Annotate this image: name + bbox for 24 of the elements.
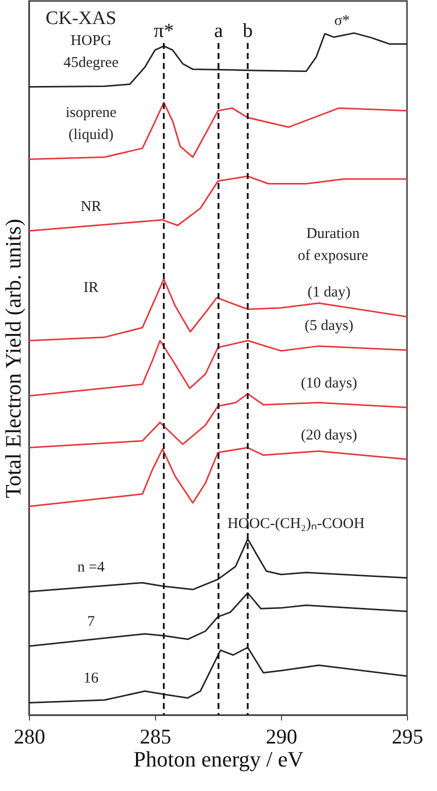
y-axis-title: Total Electron Yield (arb. units)	[0, 218, 26, 498]
ref-line-label: b	[242, 20, 253, 42]
series-label: (5 days)	[304, 318, 354, 334]
annotation: HOOC-(CH₂)ₙ-COOH	[227, 516, 365, 532]
annotation: Duration of exposure	[298, 226, 369, 264]
x-tick-label: 290	[266, 724, 298, 748]
series-label: (10 days)	[300, 375, 358, 392]
text: σ*	[334, 13, 350, 29]
series-label: isoprene (liquid)	[66, 105, 117, 144]
ref-line-label: a	[214, 20, 224, 42]
x-tick-label: 280	[14, 724, 46, 748]
annotation: IR	[84, 280, 98, 296]
x-tick-label: 285	[140, 724, 172, 748]
series-label: HOPG 45degree	[64, 32, 119, 71]
series-label: 16	[84, 670, 99, 687]
series-label: 7	[87, 614, 96, 630]
ref-line-label: π*	[154, 20, 174, 42]
series-label: (1 day)	[308, 284, 350, 301]
x-tick-label: 295	[392, 724, 424, 748]
series-label: n =4	[77, 560, 106, 576]
series-label: (20 days)	[300, 427, 358, 444]
series-label: NR	[80, 198, 102, 215]
text: CK-XAS	[46, 8, 116, 29]
x-axis-title: Photon energy / eV	[133, 746, 304, 772]
